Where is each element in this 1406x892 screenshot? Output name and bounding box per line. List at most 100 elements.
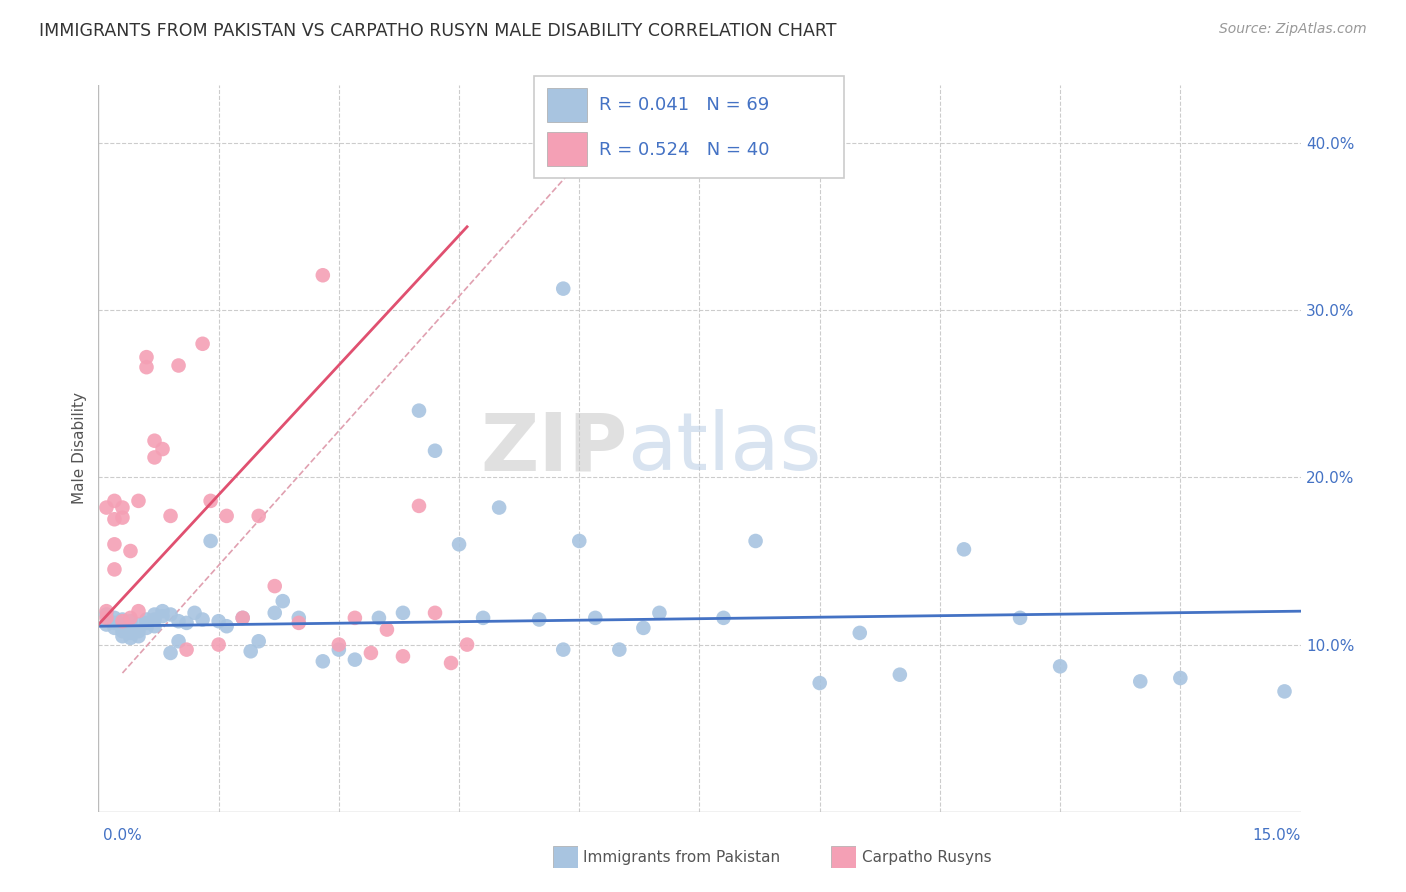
Point xyxy=(456,638,478,652)
Point xyxy=(529,613,551,627)
Point xyxy=(128,494,150,508)
Point xyxy=(96,617,118,632)
Point xyxy=(111,617,134,632)
Point xyxy=(120,614,142,628)
Point xyxy=(120,631,142,645)
Point xyxy=(143,607,166,622)
Point xyxy=(215,508,238,523)
Point xyxy=(96,607,118,622)
Point xyxy=(143,450,166,465)
Point xyxy=(200,494,222,508)
Point xyxy=(360,646,382,660)
Point xyxy=(889,667,911,681)
Point xyxy=(288,611,311,625)
Point xyxy=(568,533,591,548)
Point xyxy=(111,510,134,524)
Point xyxy=(120,626,142,640)
Point xyxy=(96,500,118,515)
Point xyxy=(408,403,430,417)
Point xyxy=(120,544,142,558)
Point xyxy=(271,594,294,608)
Point xyxy=(191,613,214,627)
Point xyxy=(849,626,872,640)
Point xyxy=(808,676,831,690)
Point xyxy=(583,611,606,625)
Point xyxy=(152,609,174,624)
Text: R = 0.524   N = 40: R = 0.524 N = 40 xyxy=(599,141,769,159)
Point xyxy=(128,617,150,632)
Point xyxy=(103,611,125,625)
Point xyxy=(120,611,142,625)
Point xyxy=(135,350,157,364)
Point xyxy=(288,615,311,630)
Point xyxy=(128,604,150,618)
Point xyxy=(648,606,671,620)
Point xyxy=(111,629,134,643)
Point xyxy=(423,606,446,620)
Point xyxy=(713,611,735,625)
Point xyxy=(328,638,350,652)
Point xyxy=(392,649,415,664)
Point xyxy=(103,512,125,526)
Point xyxy=(111,614,134,628)
Point xyxy=(423,443,446,458)
Point xyxy=(1010,611,1032,625)
Y-axis label: Male Disability: Male Disability xyxy=(72,392,87,504)
Point xyxy=(408,499,430,513)
Point xyxy=(96,611,118,625)
Point xyxy=(1049,659,1071,673)
Point xyxy=(176,615,198,630)
Point xyxy=(1170,671,1192,685)
Point xyxy=(159,508,181,523)
Point xyxy=(135,360,157,375)
Point xyxy=(103,537,125,551)
Point xyxy=(103,621,125,635)
Point xyxy=(312,654,335,668)
Point xyxy=(953,542,976,557)
Point xyxy=(191,336,214,351)
Point xyxy=(472,611,495,625)
Point xyxy=(208,638,231,652)
Point xyxy=(128,624,150,639)
Point xyxy=(111,624,134,639)
Point xyxy=(553,282,575,296)
Text: atlas: atlas xyxy=(627,409,821,487)
Text: 0.0%: 0.0% xyxy=(103,829,142,843)
Point xyxy=(553,642,575,657)
Point xyxy=(135,613,157,627)
Point xyxy=(167,634,190,648)
Text: IMMIGRANTS FROM PAKISTAN VS CARPATHO RUSYN MALE DISABILITY CORRELATION CHART: IMMIGRANTS FROM PAKISTAN VS CARPATHO RUS… xyxy=(39,22,837,40)
Point xyxy=(343,653,366,667)
Point xyxy=(159,646,181,660)
Point xyxy=(167,614,190,628)
Point xyxy=(312,268,335,283)
Point xyxy=(167,359,190,373)
Point xyxy=(152,604,174,618)
Point xyxy=(103,615,125,630)
Text: Carpatho Rusyns: Carpatho Rusyns xyxy=(862,850,991,864)
Point xyxy=(200,533,222,548)
Point xyxy=(1129,674,1152,689)
Point xyxy=(609,642,631,657)
FancyBboxPatch shape xyxy=(534,76,844,178)
Point xyxy=(447,537,470,551)
Point xyxy=(135,615,157,630)
Point xyxy=(103,494,125,508)
Point xyxy=(111,613,134,627)
Point xyxy=(328,642,350,657)
Point xyxy=(263,579,285,593)
Point xyxy=(128,629,150,643)
Point xyxy=(343,611,366,625)
Point xyxy=(96,604,118,618)
Point xyxy=(143,619,166,633)
Text: R = 0.041   N = 69: R = 0.041 N = 69 xyxy=(599,95,769,113)
Point xyxy=(120,621,142,635)
Bar xyxy=(547,88,586,122)
Point xyxy=(440,656,463,670)
Point xyxy=(176,642,198,657)
Text: Immigrants from Pakistan: Immigrants from Pakistan xyxy=(583,850,780,864)
Point xyxy=(159,607,181,622)
Point xyxy=(239,644,262,658)
Text: 15.0%: 15.0% xyxy=(1253,829,1301,843)
Point xyxy=(183,606,205,620)
